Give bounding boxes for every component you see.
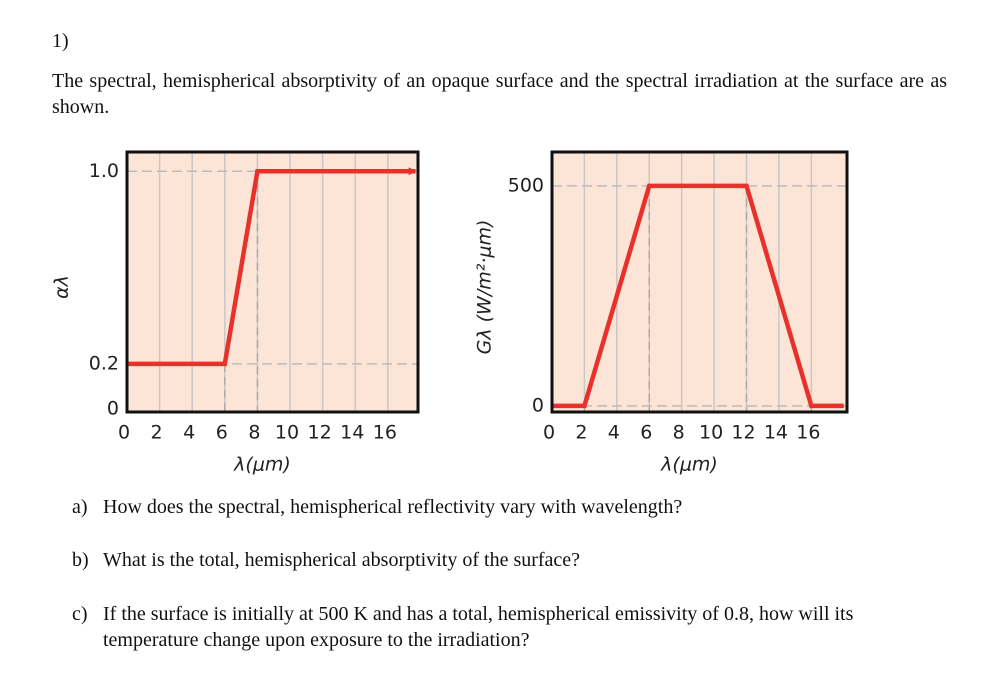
- y-tick-label: 0: [532, 394, 544, 416]
- x-tick-label: 10: [699, 422, 723, 444]
- question-label: a): [72, 496, 88, 518]
- x-axis-label: λ(μm): [233, 454, 291, 476]
- x-tick-label: 14: [340, 422, 364, 444]
- x-tick-label: 12: [308, 422, 332, 444]
- problem-number: 1): [52, 30, 69, 52]
- plot-frame: [125, 150, 420, 414]
- y-tick-label: 0.2: [89, 352, 119, 374]
- x-tick-label: 14: [764, 422, 788, 444]
- question-text: How does the spectral, hemispherical ref…: [103, 496, 683, 518]
- plot-background: [552, 152, 847, 412]
- question-label: c): [72, 603, 88, 625]
- y-tick-label: 0: [107, 398, 119, 420]
- x-tick-label: 10: [275, 422, 299, 444]
- x-tick-label: 2: [151, 422, 163, 444]
- x-tick-label: 2: [575, 422, 587, 444]
- question-text: If the surface is initially at 500 K and…: [103, 603, 854, 651]
- x-tick-label: 6: [640, 422, 652, 444]
- y-axis-label: Gλ (W/m²·μm): [474, 220, 496, 355]
- x-tick-label: 16: [796, 422, 820, 444]
- x-tick-label: 0: [543, 422, 555, 444]
- data-line: [552, 183, 844, 409]
- question-text: What is the total, hemispherical absorpt…: [103, 549, 581, 571]
- plot-frame: [550, 150, 849, 414]
- x-tick-label: 4: [608, 422, 620, 444]
- x-axis-label: λ(μm): [660, 454, 718, 476]
- y-tick-label: 1.0: [89, 160, 119, 182]
- x-tick-label: 0: [118, 422, 130, 444]
- x-tick-label: 12: [731, 422, 755, 444]
- plot-background: [127, 152, 418, 412]
- y-axis-label: αλ: [51, 275, 73, 299]
- x-tick-label: 4: [183, 422, 195, 444]
- y-tick-label: 500: [508, 174, 544, 196]
- x-tick-label: 8: [673, 422, 685, 444]
- x-tick-label: 6: [216, 422, 228, 444]
- data-line: [127, 167, 417, 367]
- question-label: b): [72, 549, 89, 571]
- x-tick-label: 16: [373, 422, 397, 444]
- x-tick-label: 8: [248, 422, 260, 444]
- intro: The spectral, hemispherical absorptivity…: [52, 70, 947, 118]
